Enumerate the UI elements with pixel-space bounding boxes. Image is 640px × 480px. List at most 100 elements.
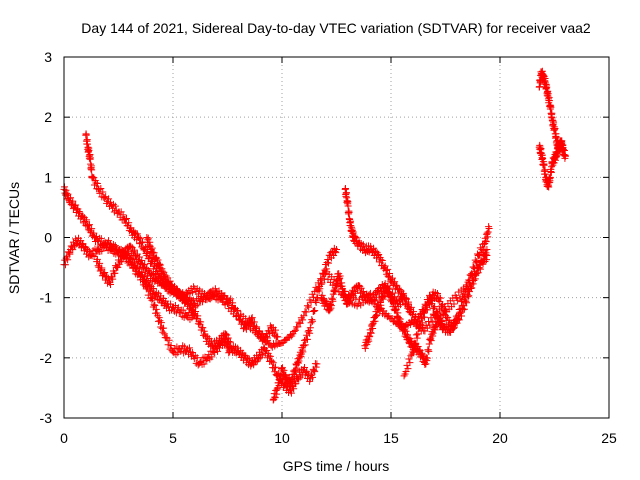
data-point [121,248,129,256]
data-point [386,269,394,277]
data-point [271,394,279,402]
x-tick-label: 25 [601,430,617,446]
data-point [307,319,315,327]
data-point [304,328,312,336]
data-point [64,256,72,264]
data-point [483,252,491,260]
data-point [428,318,436,326]
data-point [88,166,96,174]
data-point [359,241,367,249]
data-point [101,194,109,202]
data-point [459,295,467,303]
data-point [287,389,295,397]
x-tick-label: 10 [274,430,290,446]
data-point [436,297,444,305]
data-point [92,250,100,258]
data-point [226,338,234,346]
data-point [196,297,204,305]
data-point [296,319,304,327]
y-tick-label: 1 [44,169,52,185]
data-point [93,255,101,263]
data-point [262,332,270,340]
data-point [129,247,137,255]
data-point [86,154,94,162]
data-point [398,290,406,298]
data-point [309,373,317,381]
data-point [61,261,69,269]
data-point [164,341,172,349]
data-point [422,360,430,368]
data-point [474,269,482,277]
data-point [77,212,85,220]
data-point [351,233,359,241]
data-point [274,333,282,341]
data-point [114,263,122,271]
data-point [436,294,444,302]
data-point [225,338,233,346]
data-point [535,83,543,91]
series-track-d [93,242,282,346]
data-point [465,279,473,287]
data-point [111,269,119,277]
data-point [229,299,237,307]
data-point [185,300,193,308]
data-point [431,303,439,311]
data-point [290,385,298,393]
data-point [132,264,140,272]
data-point [150,301,158,309]
data-point [418,314,426,322]
data-point [359,288,367,296]
data-point [240,321,248,329]
data-point [485,224,493,232]
data-point [358,288,366,296]
data-point [479,245,487,253]
data-point [137,239,145,247]
series-track-j [400,223,493,380]
data-point [66,250,74,258]
data-point [406,308,414,316]
data-point [90,174,98,182]
data-point [96,189,104,197]
data-point [271,363,279,371]
series-track-b [60,183,199,323]
x-axis-label: GPS time / hours [283,458,390,474]
data-point [293,364,301,372]
data-point [149,285,157,293]
data-point [156,261,164,269]
data-point [476,244,484,252]
data-point [423,354,431,362]
data-point [268,357,276,365]
data-point [127,255,135,263]
data-point [418,319,426,327]
data-point [414,316,422,324]
data-point [467,285,475,293]
data-point [194,301,202,309]
data-point [290,327,298,335]
x-tick-label: 15 [383,430,399,446]
data-point [154,317,162,325]
x-tick-label: 5 [169,430,177,446]
data-point [336,272,344,280]
data-point [101,269,109,277]
data-point [148,271,156,279]
data-point [312,363,320,371]
data-point [317,280,325,288]
data-point [183,296,191,304]
data-point [231,305,239,313]
data-point [332,249,340,257]
data-points [60,67,569,404]
data-point [425,347,433,355]
data-point [401,295,409,303]
data-point [561,152,569,160]
data-point [367,329,375,337]
data-point [464,293,472,301]
data-point [152,305,160,313]
data-point [411,341,419,349]
data-point [420,309,428,317]
data-point [79,240,87,248]
data-point [412,331,420,339]
data-point [117,257,125,265]
data-point [252,358,260,366]
data-point [312,299,320,307]
